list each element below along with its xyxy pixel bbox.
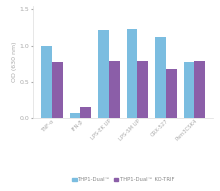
- Bar: [194, 61, 205, 118]
- Bar: [81, 107, 91, 118]
- Bar: [41, 46, 52, 118]
- Bar: [138, 61, 148, 118]
- Bar: [70, 113, 81, 118]
- Bar: [183, 62, 194, 118]
- Bar: [109, 61, 120, 118]
- Bar: [52, 62, 63, 118]
- Bar: [155, 37, 166, 118]
- Bar: [98, 30, 109, 118]
- Bar: [166, 69, 177, 118]
- Legend: THP1-Dual™, THP1-Dual™ KO-TRIF: THP1-Dual™, THP1-Dual™ KO-TRIF: [70, 175, 176, 184]
- Y-axis label: OD (630 nm): OD (630 nm): [12, 42, 17, 82]
- Bar: [127, 29, 138, 118]
